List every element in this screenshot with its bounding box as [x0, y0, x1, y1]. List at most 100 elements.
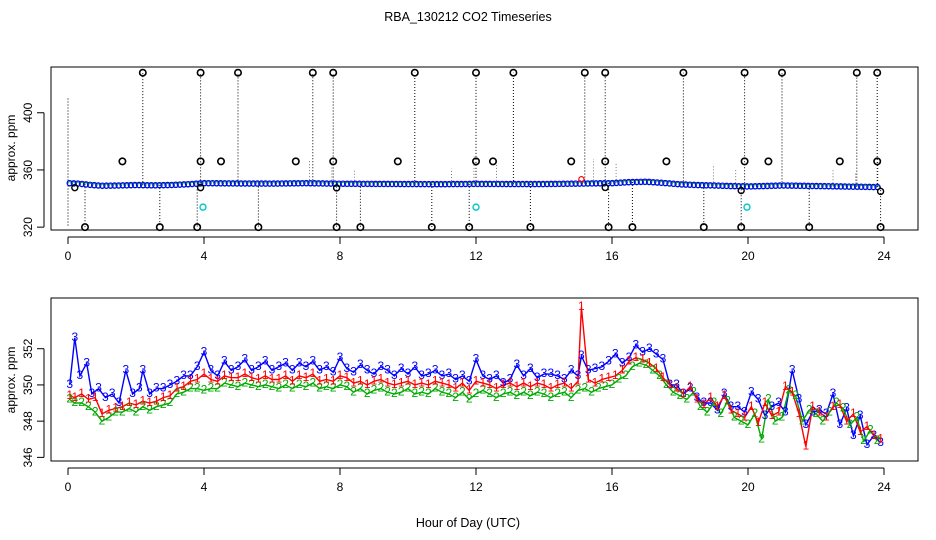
flagged-point [743, 203, 751, 211]
series-marker-2: 2 [207, 381, 214, 395]
series-marker-1: 1 [452, 381, 459, 395]
panel-smoothed-frame [50, 297, 919, 462]
baseline-point-primary [401, 180, 408, 188]
baseline-point-primary [780, 182, 787, 189]
baseline-point-primary [348, 180, 355, 187]
outlier-low-point [81, 223, 90, 232]
panel-smoothed-y-tick-label: 352 [21, 338, 35, 358]
series-marker-3: 3 [418, 368, 425, 382]
series-marker-2: 2 [677, 388, 684, 402]
series-marker-1: 1 [527, 379, 534, 393]
series-marker-3: 3 [71, 330, 78, 344]
panel-raw-x-tick-label: 8 [337, 249, 344, 263]
baseline-point-primary [584, 180, 592, 187]
series-marker-2: 2 [704, 404, 711, 418]
series-marker-3: 3 [612, 346, 619, 360]
series-marker-3: 3 [411, 359, 418, 373]
series-marker-2: 2 [588, 384, 595, 398]
series-marker-2: 2 [262, 377, 269, 391]
baseline-point-primary [164, 181, 171, 189]
series-marker-1: 1 [228, 370, 235, 384]
outlier-mid-point [567, 157, 576, 166]
series-marker-3: 3 [95, 381, 102, 395]
series-marker-1: 1 [85, 392, 92, 406]
baseline-point-primary [372, 180, 379, 188]
baseline-point-primary [294, 180, 302, 187]
baseline-point-primary [833, 183, 840, 190]
series-marker-1: 1 [680, 386, 687, 400]
series-marker-2: 2 [656, 368, 663, 382]
series-marker-2: 2 [683, 392, 690, 406]
series-marker-1: 1 [660, 370, 667, 384]
series-marker-2: 2 [167, 395, 174, 409]
baseline-point-primary [564, 180, 571, 187]
series-marker-3: 3 [116, 395, 123, 409]
series-marker-2: 2 [765, 392, 772, 406]
series-marker-3: 3 [707, 395, 714, 409]
series-marker-3: 3 [350, 364, 357, 378]
outlier-low-point [155, 223, 164, 232]
series-marker-2: 2 [772, 413, 779, 427]
series-marker-2: 2 [609, 377, 616, 391]
baseline-point-primary [552, 180, 559, 188]
series-marker-2: 2 [643, 357, 650, 371]
series-marker-3: 3 [554, 368, 561, 382]
series-marker-1: 1 [762, 395, 769, 409]
series-marker-2: 2 [133, 404, 140, 418]
baseline-point-primary [617, 179, 624, 186]
series-marker-2: 2 [99, 413, 106, 427]
series-marker-2: 2 [711, 395, 718, 409]
series-marker-3: 3 [248, 363, 255, 377]
baseline-point-primary [396, 180, 404, 188]
series-marker-3: 3 [221, 354, 228, 368]
series-marker-3: 3 [775, 395, 782, 409]
series-marker-2: 2 [697, 399, 704, 413]
baseline-point-primary [678, 181, 685, 188]
panel-raw-x-tick-label: 0 [65, 249, 72, 263]
series-marker-1: 1 [432, 373, 439, 387]
baseline-point-primary [600, 180, 608, 187]
series-marker-1: 1 [112, 401, 119, 415]
series-marker-2: 2 [418, 384, 425, 398]
outlier-high-point [679, 68, 688, 77]
baseline-point-primary [352, 180, 359, 187]
series-marker-3: 3 [721, 386, 728, 400]
baseline-point-primary [233, 180, 241, 187]
series-marker-3: 3 [83, 355, 90, 369]
series-marker-1: 1 [768, 408, 775, 422]
outlier-mid-point [835, 157, 844, 166]
series-marker-1: 1 [734, 406, 741, 420]
series-marker-1: 1 [479, 375, 486, 389]
series-marker-1: 1 [575, 373, 582, 387]
series-marker-3: 3 [371, 366, 378, 380]
series-marker-2: 2 [751, 406, 758, 420]
baseline-point-primary [804, 182, 812, 190]
baseline-point-primary [649, 178, 657, 186]
series-marker-1: 1 [605, 370, 612, 384]
series-marker-2: 2 [180, 384, 187, 398]
baseline-point-primary [637, 178, 645, 186]
baseline-point-primary [813, 182, 820, 190]
baseline-point-primary [507, 180, 514, 188]
baseline-point-primary [368, 180, 375, 188]
series-line-1 [69, 307, 881, 447]
panel-raw-x-tick-label: 16 [605, 249, 619, 263]
series-marker-1: 1 [666, 377, 673, 391]
series-marker-3: 3 [816, 402, 823, 416]
baseline-point-primary [809, 182, 816, 190]
panel-raw-ppm: 0 4 8 12 16 20 24 320 360 400 approx. ppm [4, 66, 919, 263]
baseline-point-primary [103, 182, 110, 189]
series-marker-1: 1 [235, 370, 242, 384]
baseline-point-primary [596, 180, 604, 187]
outlier-mid-point [217, 157, 226, 166]
series-marker-2: 2 [146, 402, 153, 416]
series-marker-2: 2 [405, 381, 412, 395]
series-marker-3: 3 [680, 386, 687, 400]
series-marker-3: 3 [789, 363, 796, 377]
series-marker-2: 2 [126, 401, 133, 415]
outlier-low-point [604, 223, 613, 232]
baseline-point-primary [437, 180, 445, 188]
outlier-mid-point [393, 157, 402, 166]
series-marker-2: 2 [303, 379, 310, 393]
